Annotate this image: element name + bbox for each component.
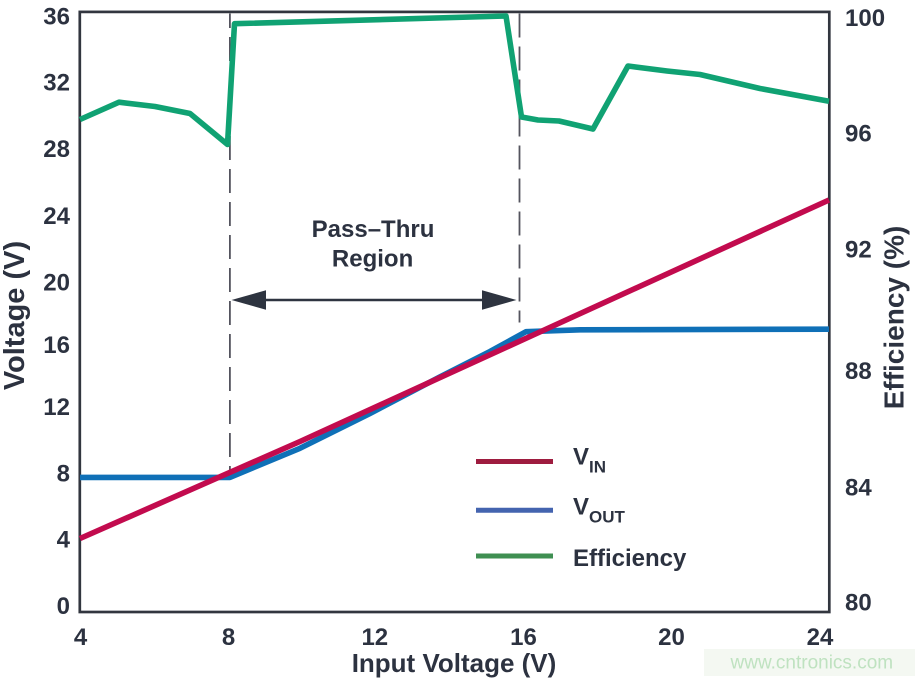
svg-text:16: 16 <box>510 624 537 651</box>
svg-text:88: 88 <box>845 358 872 385</box>
svg-text:4: 4 <box>57 526 71 553</box>
svg-text:96: 96 <box>845 120 872 147</box>
svg-text:Pass–Thru: Pass–Thru <box>312 216 435 243</box>
svg-text:Efficiency: Efficiency <box>573 545 687 572</box>
svg-text:Input Voltage (V): Input Voltage (V) <box>352 648 557 678</box>
svg-text:92: 92 <box>845 236 872 263</box>
svg-text:Efficiency (%): Efficiency (%) <box>879 226 910 410</box>
svg-text:8: 8 <box>57 460 70 487</box>
svg-text:8: 8 <box>222 624 235 651</box>
svg-text:28: 28 <box>43 136 70 163</box>
svg-text:20: 20 <box>43 269 70 296</box>
svg-text:24: 24 <box>807 624 834 651</box>
svg-text:Voltage (V): Voltage (V) <box>0 241 31 390</box>
svg-text:www.cntronics.com: www.cntronics.com <box>730 653 894 674</box>
svg-text:84: 84 <box>845 474 872 501</box>
svg-text:24: 24 <box>43 203 70 230</box>
svg-text:12: 12 <box>43 394 70 421</box>
svg-text:100: 100 <box>845 5 885 32</box>
svg-text:80: 80 <box>845 589 872 616</box>
svg-text:12: 12 <box>361 624 388 651</box>
svg-text:32: 32 <box>43 69 70 96</box>
svg-text:16: 16 <box>43 332 70 359</box>
svg-text:Region: Region <box>332 246 413 273</box>
svg-text:0: 0 <box>57 593 70 620</box>
svg-text:20: 20 <box>658 624 685 651</box>
svg-text:4: 4 <box>74 624 88 651</box>
svg-text:36: 36 <box>43 3 70 30</box>
